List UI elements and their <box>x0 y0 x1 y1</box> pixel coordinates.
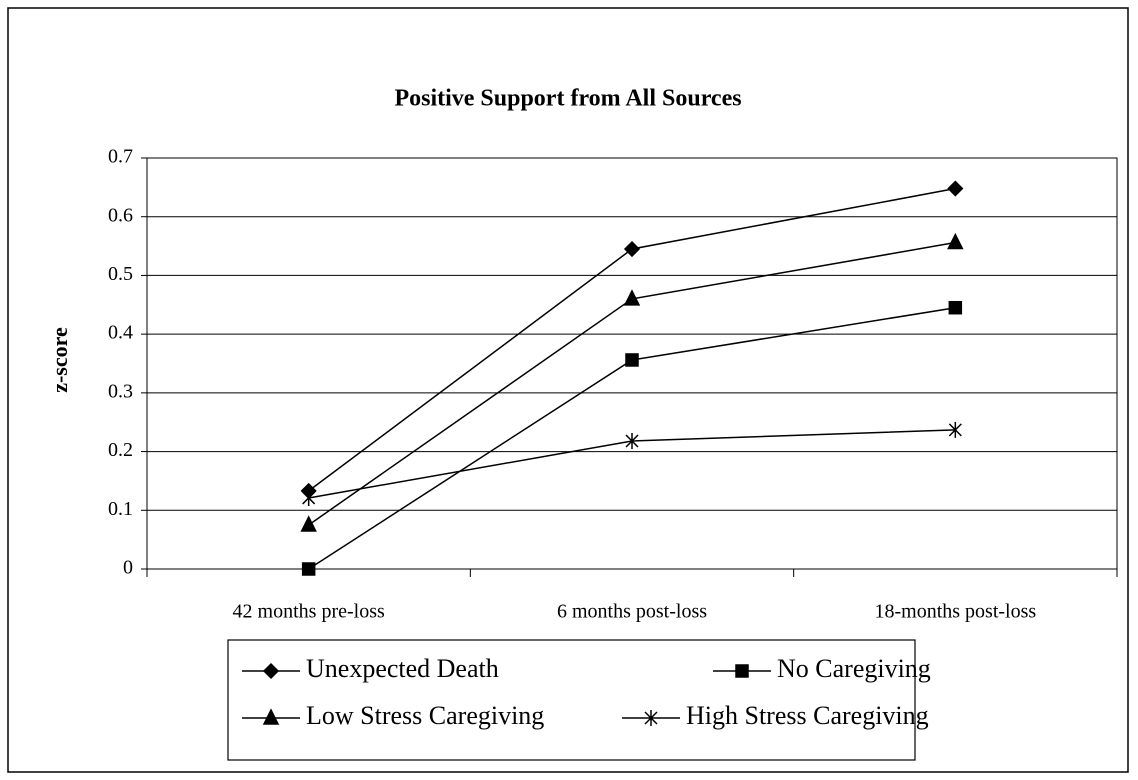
point <box>948 300 963 315</box>
point <box>623 289 641 306</box>
legend-marker <box>262 662 280 680</box>
y-tick-label: 0.2 <box>108 439 133 461</box>
x-tick-label: 18-months post-loss <box>874 601 1036 623</box>
point <box>300 515 317 532</box>
legend-label: High Stress Caregiving <box>686 701 929 730</box>
legend-marker <box>262 708 280 725</box>
point <box>623 240 641 258</box>
legend-label: No Caregiving <box>777 654 931 683</box>
y-tick-label: 0.3 <box>108 380 133 402</box>
point <box>947 180 964 197</box>
y-tick-label: 0.6 <box>108 204 133 226</box>
y-tick-label: 0.7 <box>108 146 133 168</box>
point <box>625 433 639 450</box>
y-tick-label: 0.1 <box>108 498 133 520</box>
point <box>301 562 316 576</box>
x-tick-label: 42 months pre-loss <box>233 601 385 623</box>
legend-label: Unexpected Death <box>306 654 499 683</box>
legend-box <box>227 639 916 761</box>
point <box>948 421 962 438</box>
x-tick-label: 6 months post-loss <box>557 601 707 623</box>
y-tick-label: 0 <box>123 557 133 579</box>
point <box>625 353 639 367</box>
y-tick-label: 0.5 <box>108 263 133 285</box>
legend-marker <box>644 710 658 726</box>
y-tick-label: 0.4 <box>108 322 133 344</box>
chart-title: Positive Support from All Sources <box>394 86 741 112</box>
legend-marker <box>735 664 749 678</box>
y-axis-label: z-score <box>47 327 72 393</box>
legend-label: Low Stress Caregiving <box>306 701 544 730</box>
point <box>947 232 964 250</box>
point <box>302 489 316 506</box>
